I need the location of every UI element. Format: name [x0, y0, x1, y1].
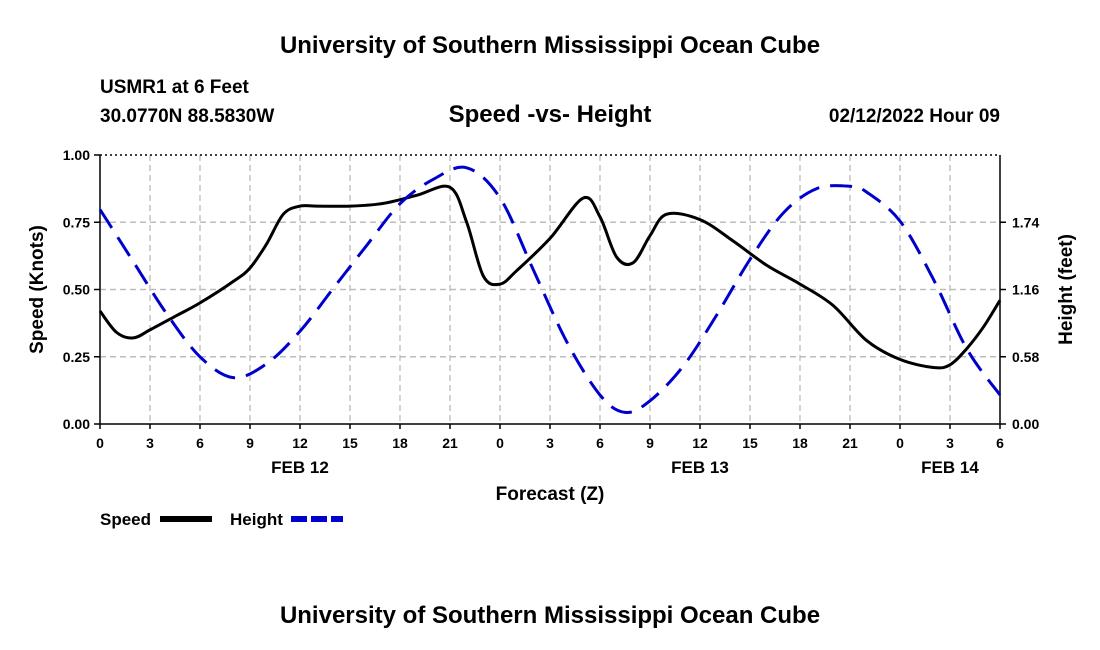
y2-tick-label: 0.58	[1012, 349, 1039, 365]
x-tick-label: 6	[996, 435, 1004, 451]
legend-label-speed: Speed	[100, 510, 151, 529]
series-line-height	[98, 165, 1002, 415]
y2-tick-label: 1.16	[1012, 282, 1039, 298]
y-tick-label: 0.00	[63, 416, 90, 432]
date-label: FEB 13	[671, 458, 729, 477]
page-title: University of Southern Mississippi Ocean…	[279, 32, 821, 59]
x-tick-label: 9	[246, 435, 254, 451]
x-tick-label: 12	[692, 435, 708, 451]
x-tick-label: 18	[392, 435, 408, 451]
y2-tick-label: 1.74	[1012, 214, 1039, 230]
x-tick-label: 12	[292, 435, 308, 451]
x-tick-label: 15	[342, 435, 358, 451]
chart-title: Speed -vs- Height	[448, 101, 652, 128]
x-tick-label: 3	[946, 435, 954, 451]
y2-axis-title: Height (feet)	[1056, 234, 1077, 345]
x-tick-label: 6	[596, 435, 604, 451]
x-tick-label: 3	[146, 435, 154, 451]
forecast-datetime: 02/12/2022 Hour 09	[828, 106, 1000, 127]
x-tick-label: 18	[792, 435, 808, 451]
y-tick-label: 0.25	[63, 349, 90, 365]
x-tick-label: 21	[842, 435, 858, 451]
x-tick-label: 21	[442, 435, 458, 451]
x-tick-label: 0	[496, 435, 504, 451]
x-tick-label: 0	[96, 435, 104, 451]
x-tick-label: 6	[196, 435, 204, 451]
series-line-speed	[98, 184, 1002, 370]
x-tick-label: 3	[546, 435, 554, 451]
station-label: USMR1 at 6 Feet	[100, 77, 249, 98]
y2-tick-label: 0.00	[1012, 416, 1039, 432]
x-tick-label: 15	[742, 435, 758, 451]
y-tick-label: 0.75	[63, 214, 90, 230]
footer-title: University of Southern Mississippi Ocean…	[279, 602, 821, 629]
date-label: FEB 14	[921, 458, 979, 477]
x-axis-title: Forecast (Z)	[496, 484, 605, 505]
station-coordinates: 30.0770N 88.5830W	[100, 106, 275, 127]
x-tick-label: 9	[646, 435, 654, 451]
x-tick-label: 0	[896, 435, 904, 451]
date-label: FEB 12	[271, 458, 329, 477]
y-tick-label: 0.50	[63, 282, 90, 298]
y-axis-title: Speed (Knots)	[27, 225, 48, 354]
y-tick-label: 1.00	[63, 147, 90, 163]
legend-label-height: Height	[230, 510, 283, 529]
